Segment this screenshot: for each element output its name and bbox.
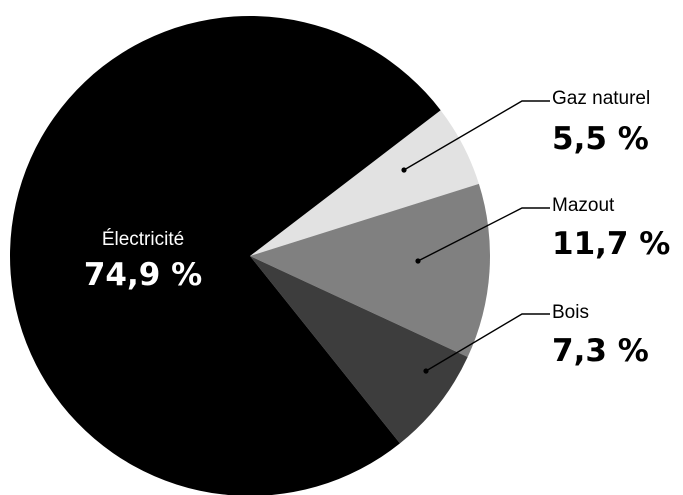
slice-value-mazout: 11,7 %: [552, 226, 670, 262]
pie-slice-gaz-naturel: [250, 110, 479, 256]
callout-dot-bois: [423, 368, 429, 374]
slice-label-electricite: Électricité: [102, 229, 184, 250]
slice-label-gaz-naturel: Gaz naturel: [552, 88, 650, 109]
slice-value-gaz-naturel: 5,5 %: [552, 121, 649, 157]
slice-value-bois: 7,3 %: [552, 333, 649, 369]
pie-slice-bois: [250, 256, 468, 444]
slice-value-electricite: 74,9 %: [84, 257, 202, 293]
pie-slice-electricite: [10, 16, 441, 495]
callout-dot-gaz-naturel: [401, 167, 407, 173]
callout-line-gaz-naturel: [403, 100, 550, 171]
callout-dot-mazout: [415, 258, 421, 264]
slice-label-bois: Bois: [552, 302, 589, 323]
slice-label-mazout: Mazout: [552, 195, 615, 216]
callout-line-mazout: [417, 207, 550, 262]
callout-line-bois: [425, 313, 550, 372]
pie-slice-mazout: [250, 183, 491, 358]
